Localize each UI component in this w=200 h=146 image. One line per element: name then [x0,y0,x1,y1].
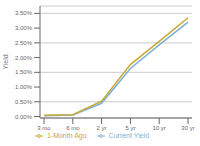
svg-text:1.50%: 1.50% [15,69,33,75]
svg-text:5 yr: 5 yr [125,125,135,131]
svg-text:6 mo: 6 mo [66,125,80,131]
svg-text:2 yr: 2 yr [97,125,107,131]
html-text:1-Month Ago: 1-Month Ago [46,132,87,139]
svg-text:0.50%: 0.50% [15,99,33,105]
svg-text:2.50%: 2.50% [15,40,33,46]
svg-text:1.00%: 1.00% [15,84,33,90]
svg-text:3 mo: 3 mo [37,125,51,131]
svg-text:30 yr: 30 yr [181,125,192,131]
svg-text:0.00%: 0.00% [15,114,33,120]
svg-text:10 yr: 10 yr [153,125,166,131]
svg-text:3.50%: 3.50% [15,10,33,16]
svg-text:Yield: Yield [8,54,9,69]
svg-text:2.00%: 2.00% [15,55,33,61]
svg-text:3.00%: 3.00% [15,25,33,31]
html-text:Current Yield: Current Yield [108,132,150,139]
